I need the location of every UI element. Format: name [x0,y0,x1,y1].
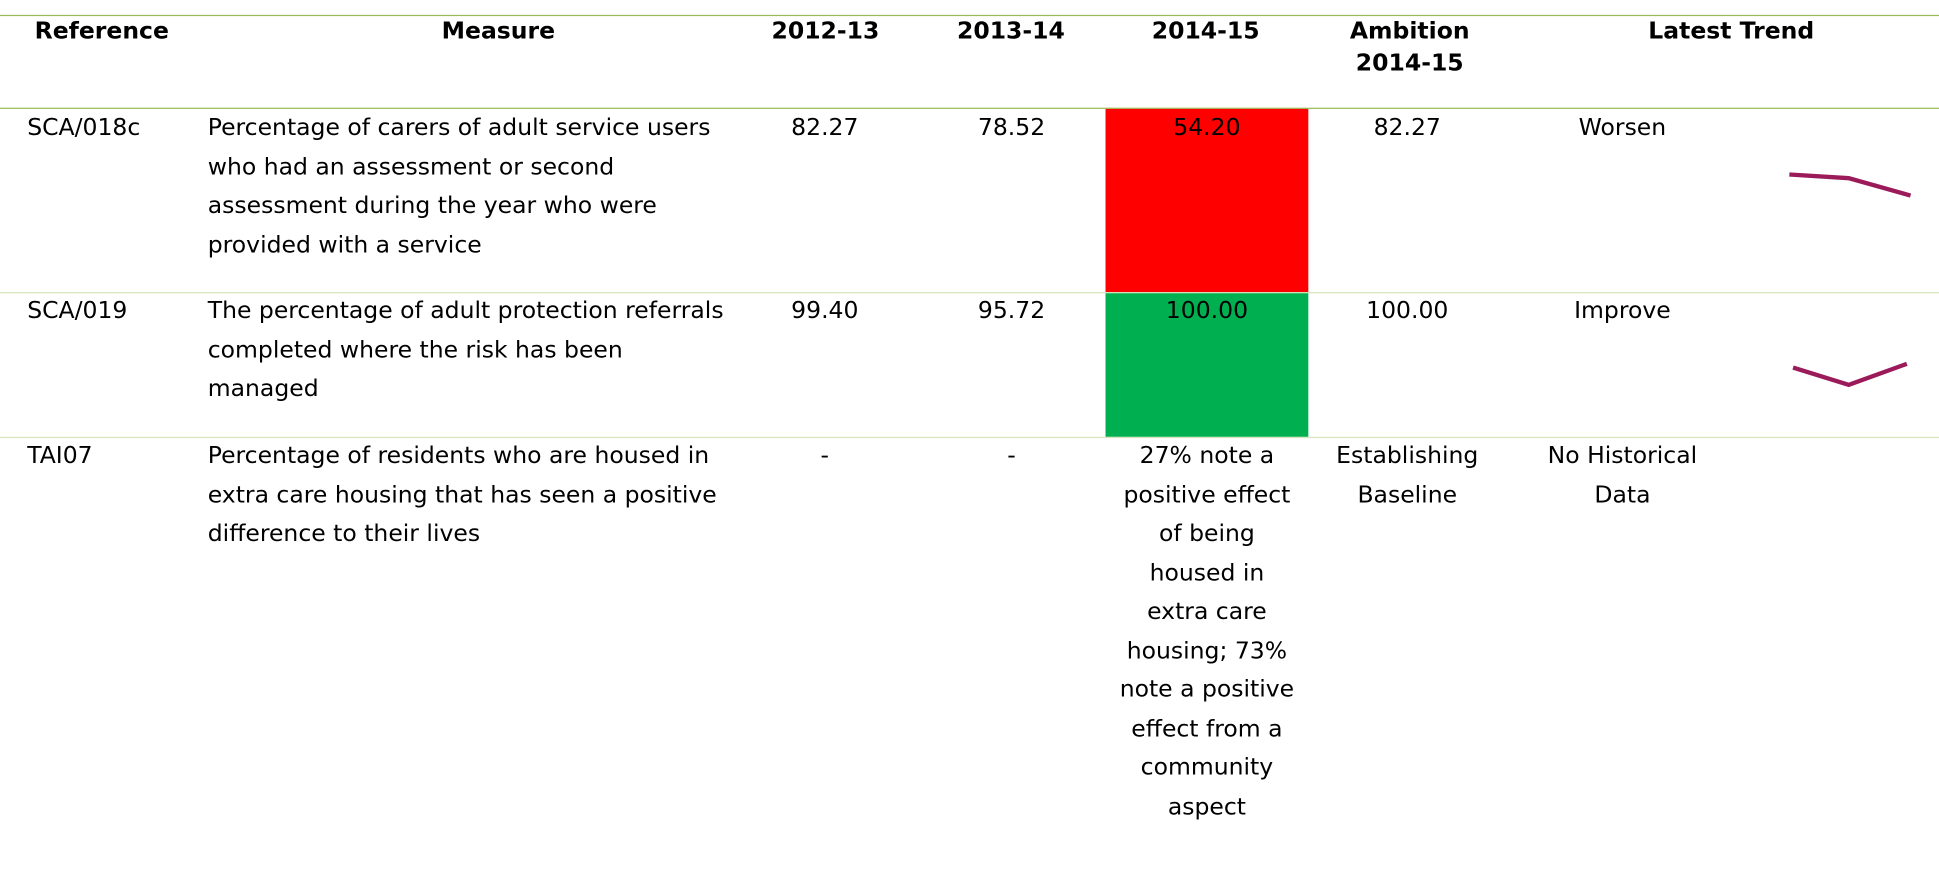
sparkline [1789,172,1912,198]
value: - [820,441,830,470]
ambition: 100.00 [1366,297,1449,325]
measure: The percentage of adult protection refer… [207,297,724,403]
value: 27% note a positive effect of being hous… [1119,441,1295,820]
row-rule [0,292,1939,294]
ambition: Establishing Baseline [1336,441,1479,508]
column-header: 2012-13 [771,17,880,45]
column-header: Ambition 2014-15 [1349,17,1470,77]
rule [0,107,1939,109]
row-rule [0,436,1939,439]
value: 99.40 [791,297,859,325]
measure: Percentage of residents who are housed i… [207,441,717,547]
column-header: Latest Trend [1648,17,1815,45]
value: - [1007,441,1016,470]
reference: SCA/019 [27,297,128,325]
measure: Percentage of carers of adult service us… [207,113,711,259]
status-cell [1105,108,1309,293]
value: 54.20 [1173,113,1241,142]
reference: TAI07 [27,441,93,470]
trend: Improve [1574,297,1671,325]
rule [0,14,1939,17]
column-header: 2013-14 [956,17,1065,45]
column-header: 2014-15 [1151,17,1260,45]
value: 95.72 [977,297,1046,325]
status-cell [1105,292,1309,437]
trend: No Historical Data [1547,441,1698,508]
trend: Worsen [1578,113,1667,142]
value: 78.52 [977,113,1046,142]
column-header: Reference [34,17,169,45]
column-header: Measure [441,17,556,45]
ambition: 82.27 [1373,113,1441,142]
value: 100.00 [1165,297,1249,325]
sparkline [1792,361,1908,388]
value: 82.27 [791,113,859,142]
reference: SCA/018c [27,113,141,142]
